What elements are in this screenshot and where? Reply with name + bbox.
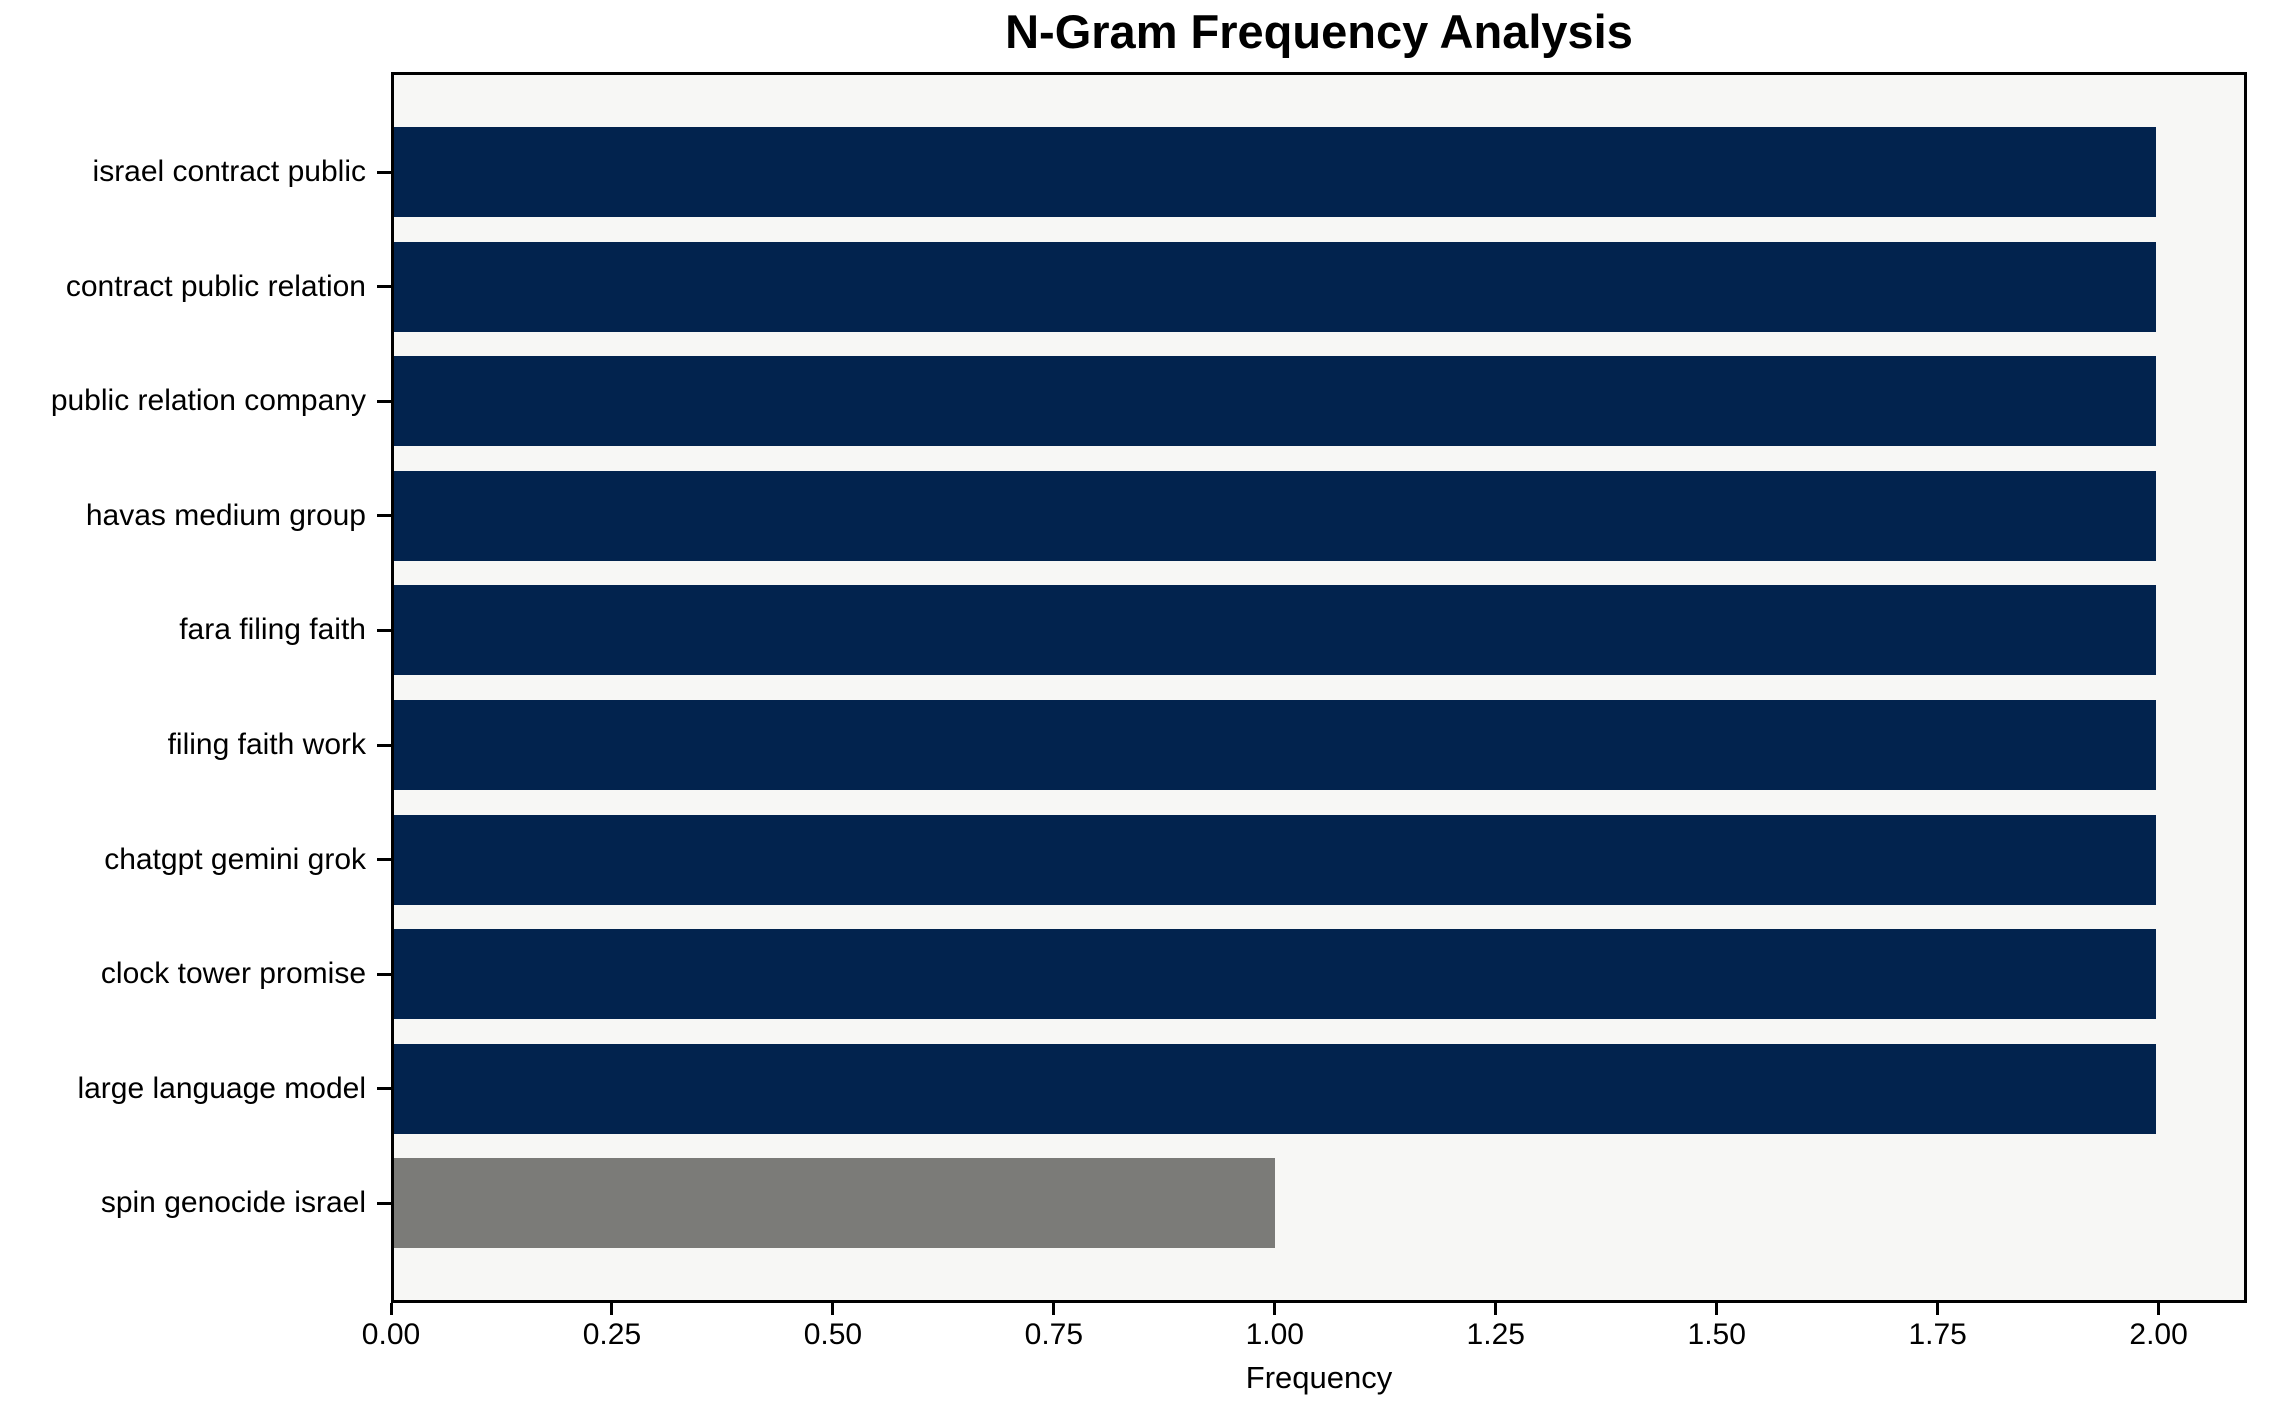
- x-tick-label: 2.00: [2129, 1318, 2188, 1351]
- bar: [394, 585, 2156, 676]
- y-tick-label: public relation company: [50, 384, 366, 418]
- x-tick-label: 1.00: [1245, 1318, 1304, 1351]
- y-tick-mark: [377, 285, 391, 289]
- y-tick-mark: [377, 972, 391, 976]
- y-tick-mark: [377, 1087, 391, 1091]
- y-tick-label: contract public relation: [65, 269, 366, 303]
- y-axis-labels: israel contract public contract public re…: [0, 75, 366, 1300]
- bar: [394, 1158, 1275, 1249]
- x-tick-label: 0.75: [1024, 1318, 1084, 1351]
- x-tick-label: 0.25: [582, 1318, 642, 1351]
- y-tick-mark: [377, 858, 391, 862]
- x-tick-mark: [610, 1303, 614, 1315]
- x-tick-mark: [389, 1303, 393, 1315]
- x-tick-mark: [1936, 1303, 1940, 1315]
- bar: [394, 127, 2156, 217]
- x-tick-label: 1.50: [1687, 1318, 1746, 1351]
- y-tick-label: israel contract public: [92, 155, 366, 188]
- bar: [394, 241, 2156, 332]
- x-axis-label: Frequency: [1245, 1360, 1393, 1395]
- x-tick-label: 1.75: [1908, 1318, 1967, 1351]
- x-tick-label: 0.50: [803, 1318, 863, 1351]
- x-tick-mark: [1273, 1303, 1277, 1315]
- y-tick-mark: [377, 628, 391, 632]
- x-tick-mark: [2157, 1303, 2161, 1315]
- y-tick-mark: [377, 514, 391, 518]
- x-tick-mark: [1052, 1303, 1056, 1315]
- y-tick-label: fara filing faith: [179, 613, 366, 647]
- y-tick-label: filing faith work: [167, 728, 366, 761]
- y-tick-label: havas medium group: [85, 498, 366, 532]
- bar: [394, 470, 2156, 561]
- y-tick-mark: [377, 743, 391, 747]
- bar: [394, 356, 2156, 447]
- y-tick-mark: [377, 1201, 391, 1205]
- chart-title: N-Gram Frequency Analysis: [1005, 5, 1633, 58]
- y-tick-mark: [377, 170, 391, 174]
- x-tick-mark: [831, 1303, 835, 1315]
- plot-area: [391, 72, 2247, 1303]
- x-tick-mark: [1715, 1303, 1719, 1315]
- bar: [394, 929, 2156, 1020]
- bar: [394, 1043, 2156, 1134]
- x-tick-mark: [1494, 1303, 1498, 1315]
- y-tick-label: clock tower promise: [100, 957, 366, 991]
- x-tick-label: 0.00: [361, 1318, 421, 1351]
- bar: [394, 814, 2156, 905]
- bar: [394, 700, 2156, 790]
- y-tick-label: large language model: [77, 1071, 366, 1105]
- x-tick-label: 1.25: [1466, 1318, 1525, 1351]
- y-tick-label: chatgpt gemini grok: [104, 842, 366, 876]
- y-tick-mark: [377, 399, 391, 403]
- y-tick-label: spin genocide israel: [100, 1186, 366, 1220]
